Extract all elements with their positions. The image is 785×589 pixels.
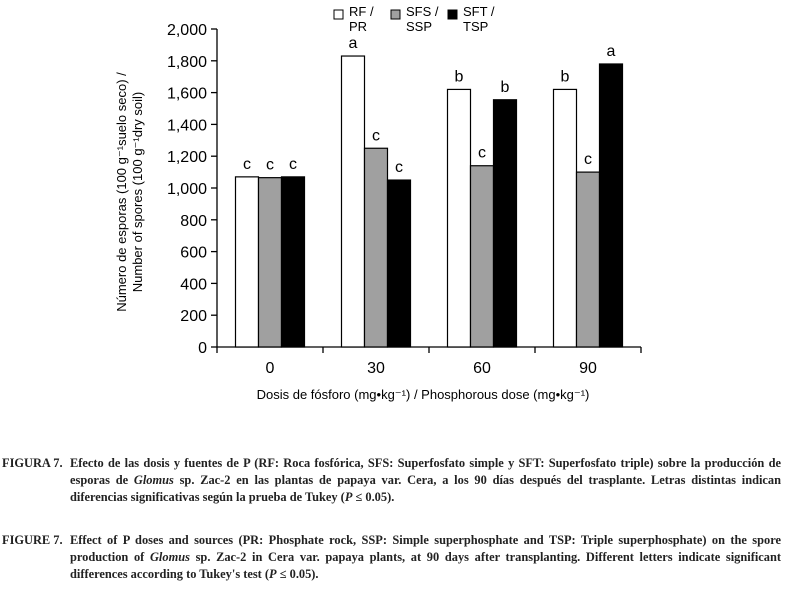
x-tick-label: 90 <box>579 360 597 377</box>
y-tick-label: 1,600 <box>167 86 207 103</box>
caption-es-text: Efecto de las dosis y fuentes de P (RF: … <box>70 456 782 504</box>
y-axis-label-line2: Number of spores (100 g⁻¹dry soil) <box>130 92 145 293</box>
y-tick-label: 400 <box>180 276 207 293</box>
significance-letter: c <box>243 156 251 173</box>
bar <box>492 99 518 348</box>
y-tick-label: 1,400 <box>167 117 207 134</box>
x-tick-label: 0 <box>266 360 275 377</box>
significance-letter: c <box>289 156 297 173</box>
significance-letter: a <box>607 43 616 60</box>
x-axis: 0 30 60 90 <box>216 346 642 377</box>
significance-letter: c <box>372 127 380 144</box>
legend-label: PR <box>349 19 367 34</box>
bar-chart: 02004006008001,0001,2001,4001,6001,8002,… <box>114 4 642 402</box>
y-tick-label: 1,200 <box>167 149 207 166</box>
legend-swatch <box>333 9 344 20</box>
bar <box>386 179 412 348</box>
legend-label: SSP <box>406 19 432 34</box>
y-tick-label: 1,800 <box>167 54 207 71</box>
significance-letter: c <box>395 159 403 176</box>
bar <box>363 147 389 348</box>
bar <box>280 176 306 348</box>
y-tick-label: 2,000 <box>167 22 207 39</box>
significance-letter: c <box>584 151 592 168</box>
y-tick-label: 1,000 <box>167 181 207 198</box>
caption-en: FIGURE 7. Effect of P doses and sources … <box>0 532 785 583</box>
bar <box>446 88 472 348</box>
significance-letter: b <box>501 79 510 96</box>
bar <box>598 63 624 348</box>
caption-en-label: FIGURE 7. <box>2 533 63 547</box>
bar <box>552 88 578 348</box>
legend-swatch <box>447 9 458 20</box>
y-axis-label-line1: Número de esporas (100 g⁻¹suelo seco) / <box>114 72 129 312</box>
legend: RF /PR SFS /SSP SFT /TSP <box>333 4 495 34</box>
significance-letter: c <box>478 145 486 162</box>
legend-label: SFT / <box>463 4 495 19</box>
significance-letter: b <box>561 68 570 85</box>
y-axis: 0 200 400 600 800 1,000 1,200 1,400 1,600 1,800 2,… <box>167 22 218 357</box>
y-tick-label: 0 <box>198 340 207 357</box>
caption-en-text: Effect of P doses and sources (PR: Phosp… <box>70 533 781 581</box>
y-tick-label: 800 <box>180 213 207 230</box>
legend-label: RF / <box>349 4 374 19</box>
significance-letter: c <box>266 157 274 174</box>
x-axis-label: Dosis de fósforo (mg•kg⁻¹) / Phosphorous… <box>257 387 590 402</box>
caption-es: FIGURA 7. Efecto de las dosis y fuentes … <box>0 455 785 506</box>
bar <box>257 177 283 348</box>
significance-letter: a <box>349 35 358 52</box>
x-tick-label: 60 <box>473 360 491 377</box>
legend-label: TSP <box>463 19 488 34</box>
legend-swatch <box>390 9 401 20</box>
y-tick-label: 200 <box>180 308 207 325</box>
caption-es-label: FIGURA 7. <box>2 456 63 470</box>
y-tick-label: 600 <box>180 245 207 262</box>
bar <box>469 165 495 348</box>
legend-label: SFS / <box>406 4 439 19</box>
bar <box>340 55 366 348</box>
significance-letter: b <box>455 68 464 85</box>
bar <box>234 176 260 348</box>
bar <box>575 171 601 348</box>
x-tick-label: 30 <box>367 360 385 377</box>
